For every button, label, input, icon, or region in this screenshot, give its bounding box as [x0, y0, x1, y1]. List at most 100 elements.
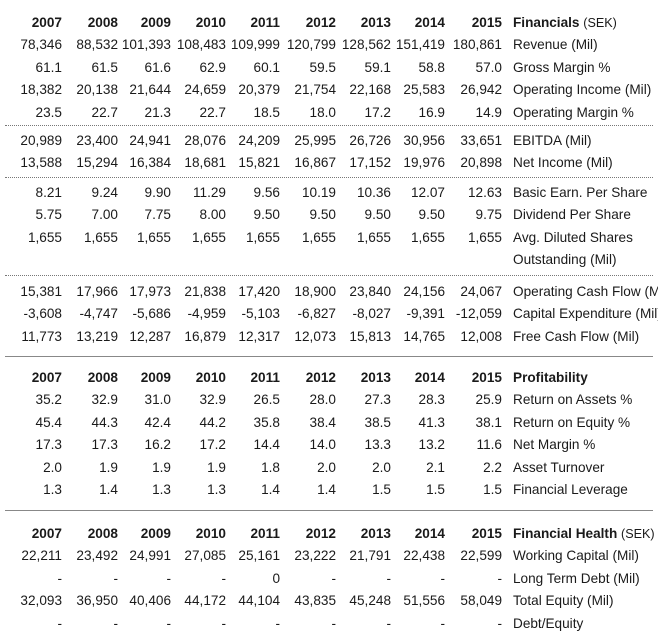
table-cell: 1.3 [207, 481, 226, 497]
table-cell: 16,384 [129, 155, 171, 171]
financials-income-group: 20,989 23,400 24,941 28,076 24,209 25,995 26,7… [0, 130, 658, 175]
table-cell: 12,008 [460, 328, 502, 344]
table-cell: 10.36 [356, 185, 391, 200]
table-cell: 14.4 [253, 437, 280, 453]
table-cell: 18.5 [253, 104, 280, 120]
table-cell: 17,420 [238, 284, 280, 299]
table-cell: 27.3 [364, 392, 391, 408]
table-cell: 38.1 [475, 414, 502, 430]
row-label: Long Term Debt (Mil) [513, 570, 640, 586]
row-label: Working Capital (Mil) [513, 548, 639, 564]
table-cell: 22,599 [460, 548, 502, 564]
table-cell: 11.29 [192, 185, 226, 200]
table-cell: 35.8 [253, 414, 280, 430]
year-header: 2011 [250, 15, 281, 30]
table-cell: 12.63 [467, 185, 502, 200]
table-cell: 2.1 [426, 459, 445, 475]
table-cell: 1.3 [43, 481, 62, 497]
year-header: 2009 [140, 370, 171, 385]
table-cell: 61.5 [91, 59, 118, 75]
table-cell: 25,583 [403, 82, 445, 98]
year-header: 2007 [31, 526, 62, 541]
year-header: 2013 [360, 370, 391, 385]
table-row: - - - - - - - - - Debt/Equity [0, 613, 658, 635]
table-cell: 21,791 [349, 548, 391, 564]
table-cell: - [57, 570, 62, 586]
table-cell: 1.4 [261, 481, 280, 497]
table-row: 22,211 23,492 24,991 27,085 25,161 23,222 21,7… [0, 545, 658, 567]
table-row: - - - -0- - - - Long Term Debt (Mil) [0, 568, 658, 590]
row-label: Outstanding (Mil) [513, 252, 617, 268]
year-header: 2008 [87, 370, 118, 385]
table-cell: 13.3 [364, 437, 391, 453]
table-cell: 9.90 [144, 185, 171, 200]
table-cell: - [166, 615, 171, 631]
table-cell: 13,588 [20, 155, 62, 171]
table-cell: 22.7 [199, 104, 226, 120]
table-cell: 17.2 [364, 104, 391, 120]
table-cell: 44,172 [184, 593, 226, 609]
profitability-rows: 35.2 32.9 31.0 32.9 26.5 28.0 27.3 28.3 25.9 Retu… [0, 389, 658, 501]
table-row: Outstanding (Mil) [0, 249, 658, 271]
table-cell: 151,419 [395, 37, 445, 53]
table-cell: 1,655 [467, 229, 502, 245]
financials-per-share-group: 8.21 9.24 9.90 11.29 9.56 10.19 10.36 12.07 12.6… [0, 182, 658, 272]
table-cell: 23,222 [294, 548, 336, 564]
table-cell: 1,655 [245, 229, 280, 245]
table-cell: 60.1 [253, 59, 280, 75]
table-cell: 38.4 [309, 414, 336, 430]
table-cell: 45.4 [35, 414, 62, 430]
row-label: Basic Earn. Per Share [513, 185, 648, 200]
row-label: EBITDA (Mil) [513, 133, 592, 148]
table-cell: 58.8 [418, 59, 445, 75]
year-header: 2010 [195, 370, 226, 385]
table-cell: 21,644 [129, 82, 171, 98]
year-header: 2008 [87, 15, 118, 30]
table-cell: -4,959 [187, 306, 226, 322]
table-cell: 9.24 [91, 185, 118, 200]
table-cell: 45,248 [349, 593, 391, 609]
table-row: 35.2 32.9 31.0 32.9 26.5 28.0 27.3 28.3 25.9 Retu… [0, 389, 658, 411]
table-cell: 42.4 [144, 414, 171, 430]
financials-header-row: 2007 2008 2009 2010 2011 2012 2013 2014 … [0, 12, 658, 34]
table-cell: 21,754 [294, 82, 336, 98]
table-cell: 10.19 [301, 185, 336, 200]
financials-title: Financials [513, 15, 580, 30]
table-cell: - [166, 570, 171, 586]
financials-section: 2007 2008 2009 2010 2011 2012 2013 2014 … [0, 12, 658, 124]
table-cell: 180,861 [452, 37, 502, 53]
financials-group-4: 15,381 17,966 17,973 21,838 17,420 18,900 23,8… [0, 281, 658, 348]
table-cell: 17,973 [129, 284, 171, 299]
table-cell: 108,483 [176, 37, 226, 53]
table-cell: 14.9 [475, 104, 502, 120]
table-cell: 36,950 [76, 593, 118, 609]
table-cell: 9.50 [418, 207, 445, 223]
table-cell: 1.9 [207, 459, 226, 475]
table-cell: 16,879 [184, 328, 226, 344]
table-cell: 17,966 [76, 284, 118, 299]
table-cell: 2.2 [483, 459, 502, 475]
table-cell: 59.5 [309, 59, 336, 75]
table-cell: 44.3 [91, 414, 118, 430]
table-row: -3,608 -4,747 -5,686 -4,959 -5,103 -6,827 -8,0… [0, 303, 658, 325]
row-label: Return on Equity % [513, 414, 631, 430]
table-cell: 11,773 [21, 328, 62, 344]
table-cell: 2.0 [372, 459, 391, 475]
table-cell: 1.4 [317, 481, 336, 497]
table-cell: 57.0 [475, 59, 502, 75]
row-label: Revenue (Mil) [513, 37, 598, 53]
table-cell: -4,747 [79, 306, 118, 322]
row-label: Avg. Diluted Shares [513, 229, 633, 245]
table-cell: 21,838 [184, 284, 226, 299]
year-header: 2009 [140, 15, 171, 30]
section-divider [5, 510, 653, 511]
table-cell: 17.3 [91, 437, 118, 453]
financial-health-header-row: 2007 2008 2009 2010 2011 2012 2013 2014 … [0, 523, 658, 545]
table-cell: 22,168 [349, 82, 391, 98]
row-label: Net Margin % [513, 437, 596, 453]
table-cell: 21.3 [144, 104, 171, 120]
table-cell: 17.3 [35, 437, 62, 453]
table-cell: - [386, 570, 391, 586]
table-cell: 11.6 [476, 437, 502, 453]
profitability-section: 2007 2008 2009 2010 2011 2012 2013 2014 … [0, 367, 658, 501]
